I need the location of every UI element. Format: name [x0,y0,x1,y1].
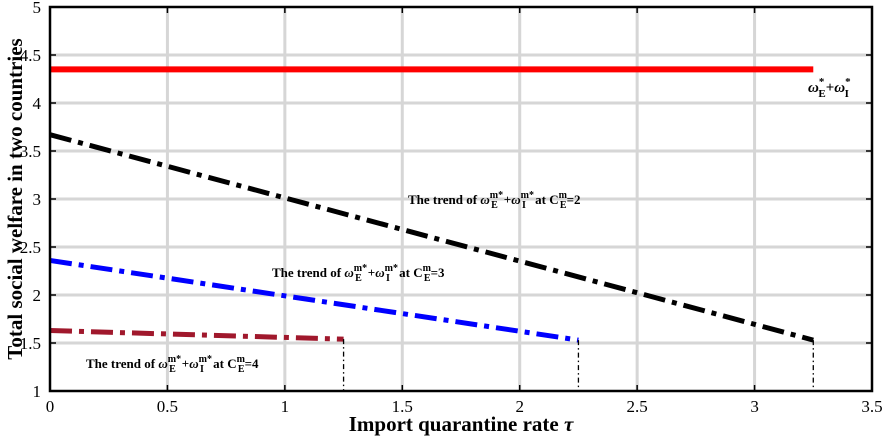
x-tick-label: 3.5 [861,397,882,416]
y-tick-label: 4.5 [20,46,41,65]
x-tick-label: 0 [46,397,55,416]
x-tick-label: 2 [515,397,524,416]
y-tick-label: 3.5 [20,142,41,161]
x-tick-label: 3 [750,397,759,416]
series-line-black [49,132,814,343]
series-label-black: The trend of ωm* E +ωm* I at Cm E=2 [408,190,581,211]
axes [48,5,874,393]
y-tick-label: 4 [33,94,42,113]
y-tick-label: 5 [33,0,42,17]
series-label-maroon: The trend of ωm* E +ωm* I at Cm E=4 [86,354,259,375]
annotations: ω* E+ω* I The trend of ωm* E +ωm* I at Cm E=2 Th… [86,76,851,375]
y-tick-label: 2.5 [20,238,41,257]
y-tick-label: 3 [33,190,42,209]
series-line-maroon [49,328,344,342]
series-label-red: ω* E+ω* I [808,76,851,100]
y-tick-label: 2 [33,286,42,305]
y-axis-title: Total social welfare in two countries [3,38,27,359]
y-tick-label: 1 [33,382,42,401]
x-tick-label: 1 [281,397,290,416]
x-tick-label: 0.5 [157,397,178,416]
series-line-blue [49,257,579,343]
x-tick-label: 1.5 [392,397,413,416]
y-tick-label: 1.5 [20,334,41,353]
x-tick-label: 2.5 [627,397,648,416]
series-label-blue: The trend of ωm* E +ωm* I at Cm E=3 [272,263,445,284]
series-layer [49,66,814,391]
tick-labels: 0 0.5 1 1.5 2 2.5 3 3.5 1 1.5 2 2.5 3 3.5 4 4.5 5 Import … [3,0,883,436]
x-axis-title: Import quarantine rate τ [349,412,574,436]
